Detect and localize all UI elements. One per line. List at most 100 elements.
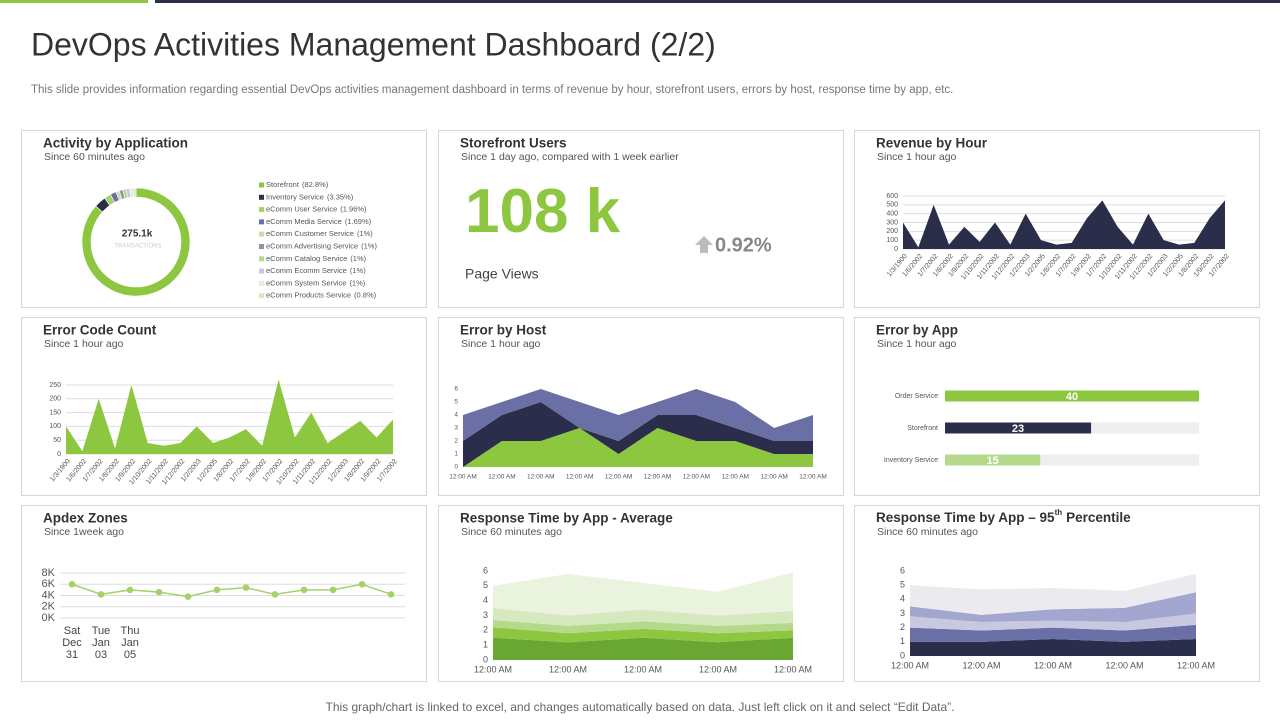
line-point [97,591,105,598]
x-tick-label: 12:00 AM [760,474,787,481]
legend-swatch [259,182,264,188]
line-point [387,591,395,598]
area [903,200,1225,249]
area [66,379,393,454]
bar [945,422,1092,434]
panel [854,130,1260,308]
line-point [126,586,134,594]
x-tick-label: 05 [124,649,136,661]
y-tick-label: 6 [483,565,488,575]
legend-label: eComm Media Service (1.69%) [266,217,372,226]
y-tick-label: 100 [886,237,898,244]
x-tick-label: Jan [92,637,110,649]
line-point [300,586,308,594]
up-arrow [695,236,713,253]
category-label: Order Service [895,393,938,400]
y-tick-label: 3 [900,608,905,618]
y-tick-label: 0 [454,464,458,471]
bar-value-label: 40 [1066,391,1078,403]
bar-value-label: 15 [987,455,999,467]
panel-title: Response Time by App - Average [460,511,673,526]
legend-label: eComm Advertising Service (1%) [266,241,377,250]
y-tick-label: 150 [49,409,61,416]
y-tick-label: 8K [42,567,56,579]
stacked-area [910,573,1196,615]
x-tick-label: 12:00 AM [1177,660,1215,670]
panel-title: Storefront Users [460,136,567,151]
stacked-area [493,637,793,660]
panel-title: Activity by Application [43,136,188,151]
x-tick-label: 12:00 AM [474,664,512,674]
legend-name: eComm Products Service [266,291,351,300]
legend-name: eComm Customer Service [266,229,354,238]
stacked-area [493,572,793,616]
legend-swatch [259,244,264,249]
legend-swatch [259,268,264,274]
title-part: Response Time by App – 95 [876,510,1055,525]
x-tick-label: 12:00 AM [721,474,748,481]
legend-value: (3.35%) [327,192,354,201]
line-point [213,586,221,594]
legend-name: eComm User Service [266,205,337,214]
legend-swatch [259,207,264,213]
kpi-caption: Page Views [465,266,539,282]
y-tick-label: 0 [483,654,488,664]
legend-value: (1.69%) [345,217,372,226]
y-tick-label: 600 [886,193,898,200]
legend-swatch [259,231,264,237]
title-part: Percentile [1066,510,1131,525]
bar-value-label: 23 [1012,423,1024,435]
y-tick-label: 2 [454,438,458,445]
x-tick-label: Sat [64,625,81,637]
y-tick-label: 3 [483,610,488,620]
legend-value: (1%) [361,241,377,250]
legend-name: eComm Ecomm Service [266,266,347,275]
x-tick-label: Dec [62,637,82,649]
legend-value: (1%) [350,254,366,263]
panel-subtitle: Since 1 hour ago [877,338,957,350]
y-tick-label: 100 [49,423,61,430]
y-tick-label: 3 [454,425,458,432]
legend-name: Inventory Service [266,192,324,201]
x-tick-label: 03 [95,649,107,661]
y-tick-label: 400 [886,211,898,218]
legend-label: eComm Customer Service (1%) [266,229,373,238]
y-tick-label: 0K [42,612,56,624]
stacked-area [463,389,813,441]
stacked-area [493,608,793,626]
line-point [329,586,337,594]
donut-center-value: 275.1k [122,229,153,240]
stacked-area [910,624,1196,642]
y-tick-label: 2 [900,622,905,632]
y-tick-label: 2 [483,625,488,635]
x-tick-label: 31 [66,649,78,661]
donut-segment [132,187,137,198]
x-tick-label: Thu [121,625,140,637]
page-title: DevOps Activities Management Dashboard (… [31,26,716,62]
x-tick-label: 12:00 AM [449,474,476,481]
y-tick-label: 6 [454,386,458,393]
x-tick-label: 12:00 AM [891,660,929,670]
stacked-area [910,592,1196,622]
page-subtitle: This slide provides information regardin… [31,84,953,96]
legend-name: eComm Catalog Service [266,254,347,263]
y-tick-label: 1 [454,451,458,458]
y-tick-label: 2K [42,601,56,613]
kpi-value: 108 k [465,177,621,246]
panel-title: Error Code Count [43,323,157,338]
y-tick-label: 200 [886,228,898,235]
x-tick-label: 12:00 AM [605,474,632,481]
panel-subtitle: Since 60 minutes ago [877,526,978,538]
x-tick-label: 12:00 AM [624,664,662,674]
y-tick-label: 50 [53,437,61,444]
y-tick-label: 0 [57,451,61,458]
title-superscript: th [1055,508,1063,517]
y-tick-label: 1 [483,640,488,650]
x-tick-label: 12:00 AM [488,474,515,481]
y-tick-label: 4 [900,594,905,604]
y-tick-label: 4 [454,412,458,419]
panel-subtitle: Since 1week ago [44,526,124,538]
y-tick-label: 5 [900,580,905,590]
y-tick-label: 5 [454,399,458,406]
panel-subtitle: Since 1 hour ago [461,338,541,350]
